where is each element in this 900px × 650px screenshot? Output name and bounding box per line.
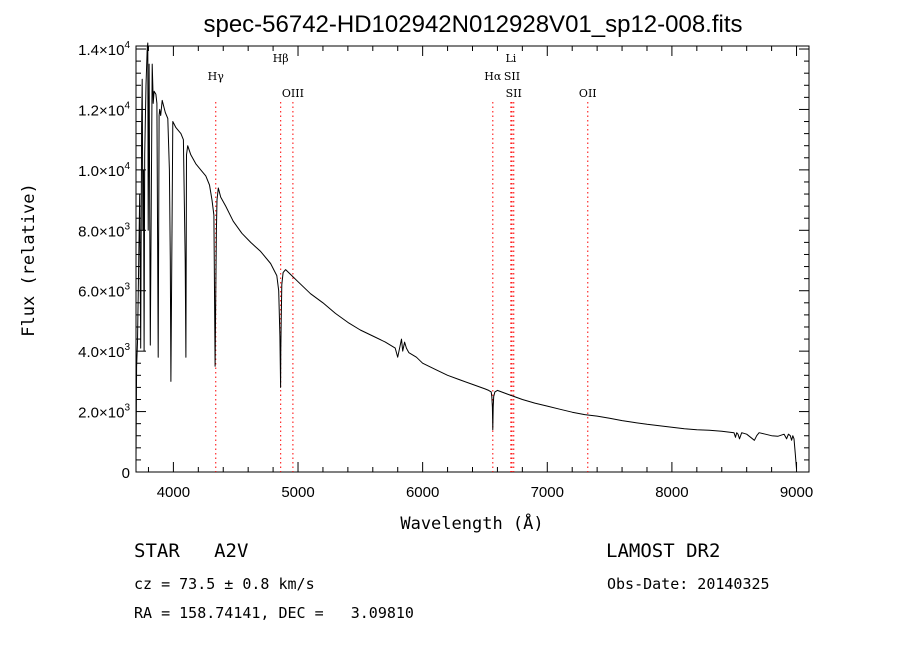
x-axis-label: Wavelength (Å) [400,512,543,534]
spectral-line-label: Hγ [208,70,225,83]
series-group [135,42,797,470]
chart-title: spec-56742-HD102942N012928V01_sp12-008.f… [203,11,742,38]
spectral-line-label: OII [579,87,597,100]
x-tick-label: 6000 [406,484,439,501]
y-tick-label: 4.0×103 [78,342,130,361]
y-tick-label: 1.4×104 [78,40,130,59]
y-tick-label: 1.0×104 [78,161,130,180]
y-tick-label: 6.0×103 [78,282,130,301]
spectral-line-label: SII [506,87,522,100]
y-tick-label: 0 [122,465,130,482]
y-tick-label: 1.2×104 [78,100,130,119]
y-axis-label: Flux (relative) [19,183,39,337]
spectral-line-label: Hβ [273,52,289,65]
spectral-line-label: Hα [484,70,502,83]
x-tick-label: 5000 [281,484,314,501]
survey-name-text: LAMOST DR2 [606,540,721,562]
star-type-text: STAR A2V [134,540,249,562]
y-tick-label: 2.0×103 [78,403,130,422]
redshift-text: cz = 73.5 ± 0.8 km/s [134,575,315,593]
x-tick-label: 8000 [655,484,688,501]
axis-ticks: 4000 5000 6000 7000 8000 9000 0 2.0×103 4.0×103 6… [78,40,813,501]
x-tick-label: 4000 [157,484,190,501]
plot-frame [135,45,810,473]
x-tick-label: 9000 [780,484,813,501]
coordinates-text: RA = 158.74141, DEC = 3.09810 [134,604,414,622]
spectrum-line [135,42,797,470]
y-tick-label: 8.0×103 [78,221,130,240]
spectral-line-label: SII [504,70,520,83]
spectral-line-label: Li [505,52,516,65]
obs-date-text: Obs-Date: 20140325 [607,575,770,593]
x-tick-label: 7000 [531,484,564,501]
spectral-line-label: OIII [282,87,304,100]
